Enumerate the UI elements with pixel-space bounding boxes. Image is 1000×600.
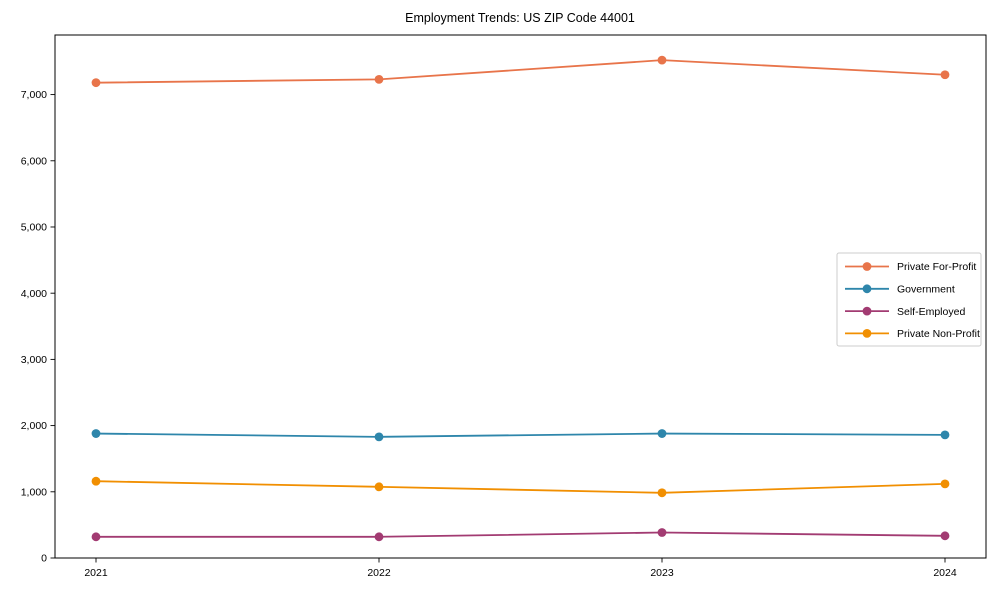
data-point-self-employed-2021 (91, 532, 101, 542)
chart-title: Employment Trends: US ZIP Code 44001 (405, 11, 635, 25)
series-line-government (95, 432, 946, 438)
legend-marker-icon (862, 262, 872, 271)
legend-marker-icon (862, 306, 872, 316)
series-line-self-employed (95, 531, 946, 538)
y-tick-label: 2,000 (21, 420, 47, 432)
series-line-private-for-profit (95, 59, 946, 84)
legend-item-government: Government (845, 284, 955, 296)
x-tick-label: 2023 (650, 567, 674, 579)
x-tick-label: 2022 (367, 567, 391, 579)
y-tick-label: 1,000 (21, 486, 47, 498)
data-point-self-employed-2023 (657, 528, 667, 537)
x-tick-label: 2024 (933, 567, 957, 579)
data-point-self-employed-2024 (940, 531, 950, 541)
data-point-government-2022 (374, 432, 384, 442)
legend-marker-icon (862, 284, 872, 294)
legend-marker-icon (862, 329, 872, 338)
legend-label: Self-Employed (897, 306, 965, 318)
y-tick-label: 7,000 (21, 89, 47, 101)
series-line-private-non-profit (95, 480, 946, 494)
y-tick-label: 0 (41, 553, 47, 565)
data-point-government-2023 (657, 429, 667, 438)
y-tick-label: 3,000 (21, 354, 47, 366)
legend-label: Private For-Profit (897, 261, 976, 273)
legend: Private For-Profit Government Self-Employe… (836, 252, 982, 347)
x-axis: 2021 2022 2023 2024 (84, 558, 957, 579)
legend-label: Private Non-Profit (897, 328, 980, 340)
data-point-government-2024 (940, 430, 950, 440)
legend-item-self-employed: Self-Employed (845, 306, 965, 318)
x-tick-label: 2021 (84, 567, 108, 579)
y-tick-label: 5,000 (21, 222, 47, 234)
data-point-private-for-profit-2021 (91, 78, 101, 88)
plot-border (54, 34, 987, 559)
data-point-self-employed-2022 (374, 532, 384, 542)
legend-item-private-for-profit: Private For-Profit (845, 261, 976, 273)
data-point-private-non-profit-2023 (657, 488, 667, 498)
data-point-private-for-profit-2024 (940, 70, 950, 80)
data-point-private-non-profit-2024 (940, 479, 950, 489)
y-axis: 0 1,000 2,000 3,000 4,000 5,000 6,000 7,000 (21, 89, 55, 565)
series-lines (91, 55, 950, 542)
legend-box (836, 252, 982, 347)
legend-label: Government (897, 284, 955, 296)
y-tick-label: 4,000 (21, 288, 47, 300)
data-point-government-2021 (91, 429, 101, 438)
data-point-private-non-profit-2021 (91, 476, 101, 486)
legend-item-private-non-profit: Private Non-Profit (845, 328, 980, 340)
data-point-private-for-profit-2023 (657, 55, 667, 65)
data-point-private-for-profit-2022 (374, 74, 384, 84)
data-point-private-non-profit-2022 (374, 482, 384, 492)
y-tick-label: 6,000 (21, 155, 47, 167)
